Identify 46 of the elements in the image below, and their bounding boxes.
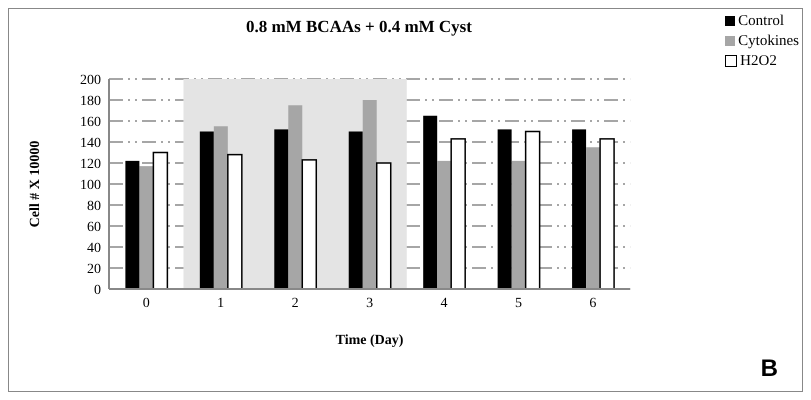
- x-tick-label: 1: [217, 296, 224, 311]
- bar: [348, 132, 363, 289]
- bar: [586, 147, 600, 289]
- bar: [302, 159, 318, 289]
- y-tick-label: 20: [87, 262, 101, 277]
- y-tick-label: 200: [80, 72, 101, 88]
- legend-label: Control: [738, 12, 784, 30]
- bar: [362, 100, 377, 289]
- bar: [227, 154, 243, 289]
- legend-label: H2O2: [740, 52, 777, 70]
- bar: [139, 166, 154, 289]
- bar: [376, 162, 392, 289]
- y-tick-label: 180: [80, 94, 101, 109]
- text: B: [760, 355, 778, 383]
- x-axis-title: Time (Day): [336, 333, 404, 348]
- bar: [524, 130, 540, 289]
- bar: [572, 129, 586, 289]
- y-tick-label: 100: [80, 178, 101, 193]
- y-tick-label: 60: [87, 220, 101, 235]
- bar: [599, 138, 615, 289]
- x-tick-label: 0: [142, 296, 150, 311]
- bar: [274, 129, 288, 289]
- legend-label: Cytokines: [738, 32, 799, 50]
- y-tick-label: 80: [87, 198, 101, 214]
- bar: [423, 116, 438, 289]
- bar: [498, 129, 512, 289]
- y-tick-label: 120: [80, 156, 101, 172]
- bar: [152, 152, 168, 289]
- x-tick-label: 4: [440, 296, 448, 311]
- bar: [214, 126, 228, 289]
- bar: [512, 160, 526, 289]
- x-tick-label: 6: [589, 296, 596, 311]
- y-axis-title: Cell # X 10000: [28, 140, 43, 228]
- bar: [437, 160, 452, 289]
- x-tick-label: 2: [292, 296, 299, 311]
- chart-title: 0.8 mM BCAAs + 0.4 mM Cyst: [245, 17, 473, 37]
- bar: [200, 132, 214, 289]
- y-tick-label: 140: [80, 136, 101, 151]
- y-tick-label: 160: [80, 114, 101, 130]
- bar: [288, 105, 302, 289]
- y-tick-label: 0: [94, 282, 101, 298]
- x-tick-label: 5: [514, 296, 522, 311]
- x-tick-label: 3: [366, 296, 374, 311]
- y-tick-label: 40: [87, 240, 101, 256]
- bar: [450, 138, 466, 289]
- bar: [125, 160, 140, 289]
